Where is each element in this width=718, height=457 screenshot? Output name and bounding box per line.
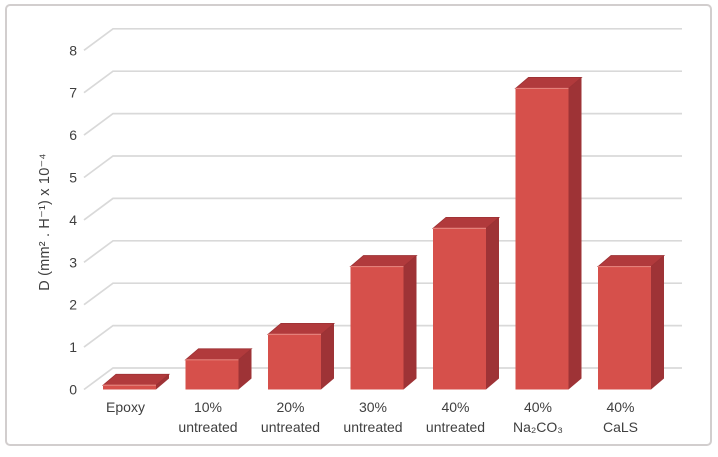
bars-group — [101, 77, 666, 390]
category-label-line: untreated — [343, 419, 402, 435]
category-label-line: 40% — [606, 399, 634, 415]
bar — [101, 373, 171, 390]
bar-front-face — [515, 88, 569, 390]
y-tick-label: 3 — [69, 254, 77, 270]
y-tick-label: 5 — [69, 170, 77, 186]
category-label: 40% untreated — [426, 399, 485, 435]
bar — [266, 322, 336, 390]
y-tick-label: 6 — [69, 127, 77, 143]
bar-side-face — [156, 374, 169, 390]
bar-side-face — [238, 348, 252, 390]
bar-front-face — [103, 385, 156, 390]
bar — [596, 255, 666, 390]
category-label: 10% untreated — [178, 399, 237, 435]
category-label-line: untreated — [426, 419, 485, 435]
category-label-line: 40% — [441, 399, 469, 415]
bar-front-face — [350, 266, 404, 390]
y-tick-label: 8 — [69, 42, 77, 58]
bar-side-face — [486, 217, 499, 390]
category-label-line: 20% — [276, 399, 304, 415]
category-label: 40% Na₂CO₃ — [513, 399, 563, 435]
y-tick-label: 4 — [69, 212, 77, 228]
category-label-line: Na₂CO₃ — [513, 419, 563, 435]
bar-side-face — [321, 323, 334, 390]
gridline — [83, 27, 682, 51]
x-axis-category-labels: Epoxy 10% untreated 20% untreated 30% untreate… — [106, 399, 638, 435]
category-label-line: 30% — [359, 399, 387, 415]
category-label-line: untreated — [178, 419, 237, 435]
category-label-line: Epoxy — [106, 399, 145, 415]
bar-side-face — [403, 255, 417, 390]
bar — [514, 77, 583, 390]
bar — [349, 255, 418, 390]
category-label: 40% CaLS — [603, 399, 638, 435]
y-axis-tick-labels: 0 1 2 3 4 5 6 7 8 — [69, 42, 77, 397]
y-tick-label: 1 — [69, 339, 77, 355]
gridline — [83, 155, 682, 179]
bar-front-face — [433, 228, 486, 390]
gridline — [83, 70, 682, 94]
bar — [431, 216, 501, 390]
category-label: 30% untreated — [343, 399, 402, 435]
y-tick-label: 2 — [69, 297, 77, 313]
y-tick-label: 0 — [69, 382, 77, 398]
category-label-line: 10% — [194, 399, 222, 415]
bar-front-face — [185, 359, 239, 390]
gridline — [83, 112, 682, 136]
category-label-line: CaLS — [603, 419, 638, 435]
category-label-line: 40% — [524, 399, 552, 415]
y-tick-label: 7 — [69, 85, 77, 101]
gridline — [83, 197, 682, 221]
category-label-line: untreated — [261, 419, 320, 435]
bar-front-face — [268, 334, 321, 390]
category-label: 20% untreated — [261, 399, 320, 435]
bar-side-face — [651, 255, 664, 390]
y-axis-title: D (mm² . H⁻¹) x 10⁻⁴ — [37, 153, 53, 291]
bar — [184, 348, 253, 390]
bar-side-face — [568, 77, 582, 390]
category-label: Epoxy — [106, 399, 145, 415]
bar-front-face — [598, 266, 651, 390]
